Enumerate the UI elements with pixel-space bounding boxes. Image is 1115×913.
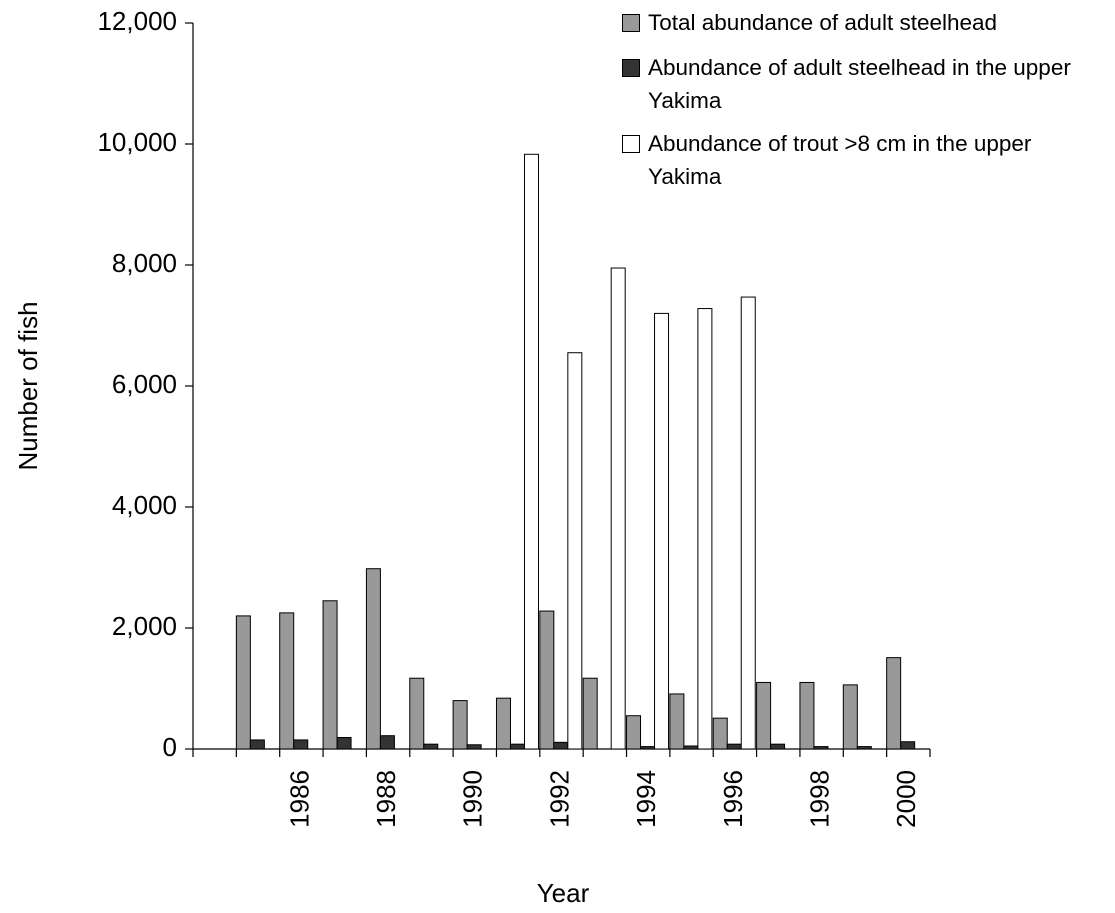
bar <box>640 746 656 750</box>
x-axis-label: Year <box>537 878 590 908</box>
y-tick-label: 8,000 <box>112 248 177 278</box>
bar <box>712 717 728 750</box>
legend-entry: Abundance of adult steelhead in the uppe… <box>622 51 1088 117</box>
bar <box>726 743 742 750</box>
bar <box>842 684 858 750</box>
bar <box>770 743 786 750</box>
y-tick-label: 12,000 <box>97 6 177 36</box>
x-tick-label: 1998 <box>804 770 834 828</box>
x-tick-label: 2000 <box>891 770 921 828</box>
y-tick-label: 4,000 <box>112 490 177 520</box>
bar <box>582 677 598 750</box>
bar <box>886 657 902 750</box>
legend-entry: Abundance of trout >8 cm in the upper Ya… <box>622 127 1088 193</box>
y-tick-label: 6,000 <box>112 369 177 399</box>
bar <box>452 700 468 750</box>
bar <box>409 677 425 750</box>
legend-entry: Total abundance of adult steelhead <box>622 6 1088 39</box>
bar <box>799 681 815 750</box>
x-tick-label: 1996 <box>718 770 748 828</box>
legend-swatch <box>622 14 640 32</box>
bar <box>697 308 713 750</box>
bar <box>683 745 699 750</box>
bar <box>322 600 338 750</box>
bar <box>423 743 439 750</box>
bar <box>669 693 685 750</box>
legend-label: Abundance of trout >8 cm in the upper Ya… <box>648 131 1032 189</box>
x-tick-label: 1988 <box>371 770 401 828</box>
bar <box>740 296 756 750</box>
legend-swatch <box>622 59 640 77</box>
bar <box>567 352 583 750</box>
x-tick-label: 1990 <box>458 770 488 828</box>
bar <box>279 612 295 750</box>
bar <box>235 615 251 750</box>
bar <box>336 737 352 750</box>
bar <box>756 681 772 750</box>
y-tick-label: 2,000 <box>112 611 177 641</box>
x-tick-label: 1992 <box>544 770 574 828</box>
bar <box>626 715 642 750</box>
bar <box>495 697 511 750</box>
bar <box>553 741 569 750</box>
legend-label: Total abundance of adult steelhead <box>648 10 998 35</box>
bar <box>813 746 829 750</box>
legend-label: Abundance of adult steelhead in the uppe… <box>648 55 1071 113</box>
bar <box>365 568 381 750</box>
bar <box>900 741 916 750</box>
x-tick-label: 1994 <box>631 770 661 828</box>
y-tick-label: 0 <box>163 732 177 762</box>
y-tick-label: 10,000 <box>97 127 177 157</box>
bar <box>509 743 525 750</box>
bar <box>539 610 555 750</box>
bar <box>293 739 309 750</box>
bar <box>654 312 670 750</box>
bar <box>249 739 265 750</box>
x-tick-label: 1986 <box>284 770 314 828</box>
bar <box>523 153 539 750</box>
bar <box>379 735 395 750</box>
legend-swatch <box>622 135 640 153</box>
bar <box>466 744 482 750</box>
bar <box>610 267 626 750</box>
bar <box>856 746 872 750</box>
y-axis-label: Number of fish <box>13 301 43 470</box>
